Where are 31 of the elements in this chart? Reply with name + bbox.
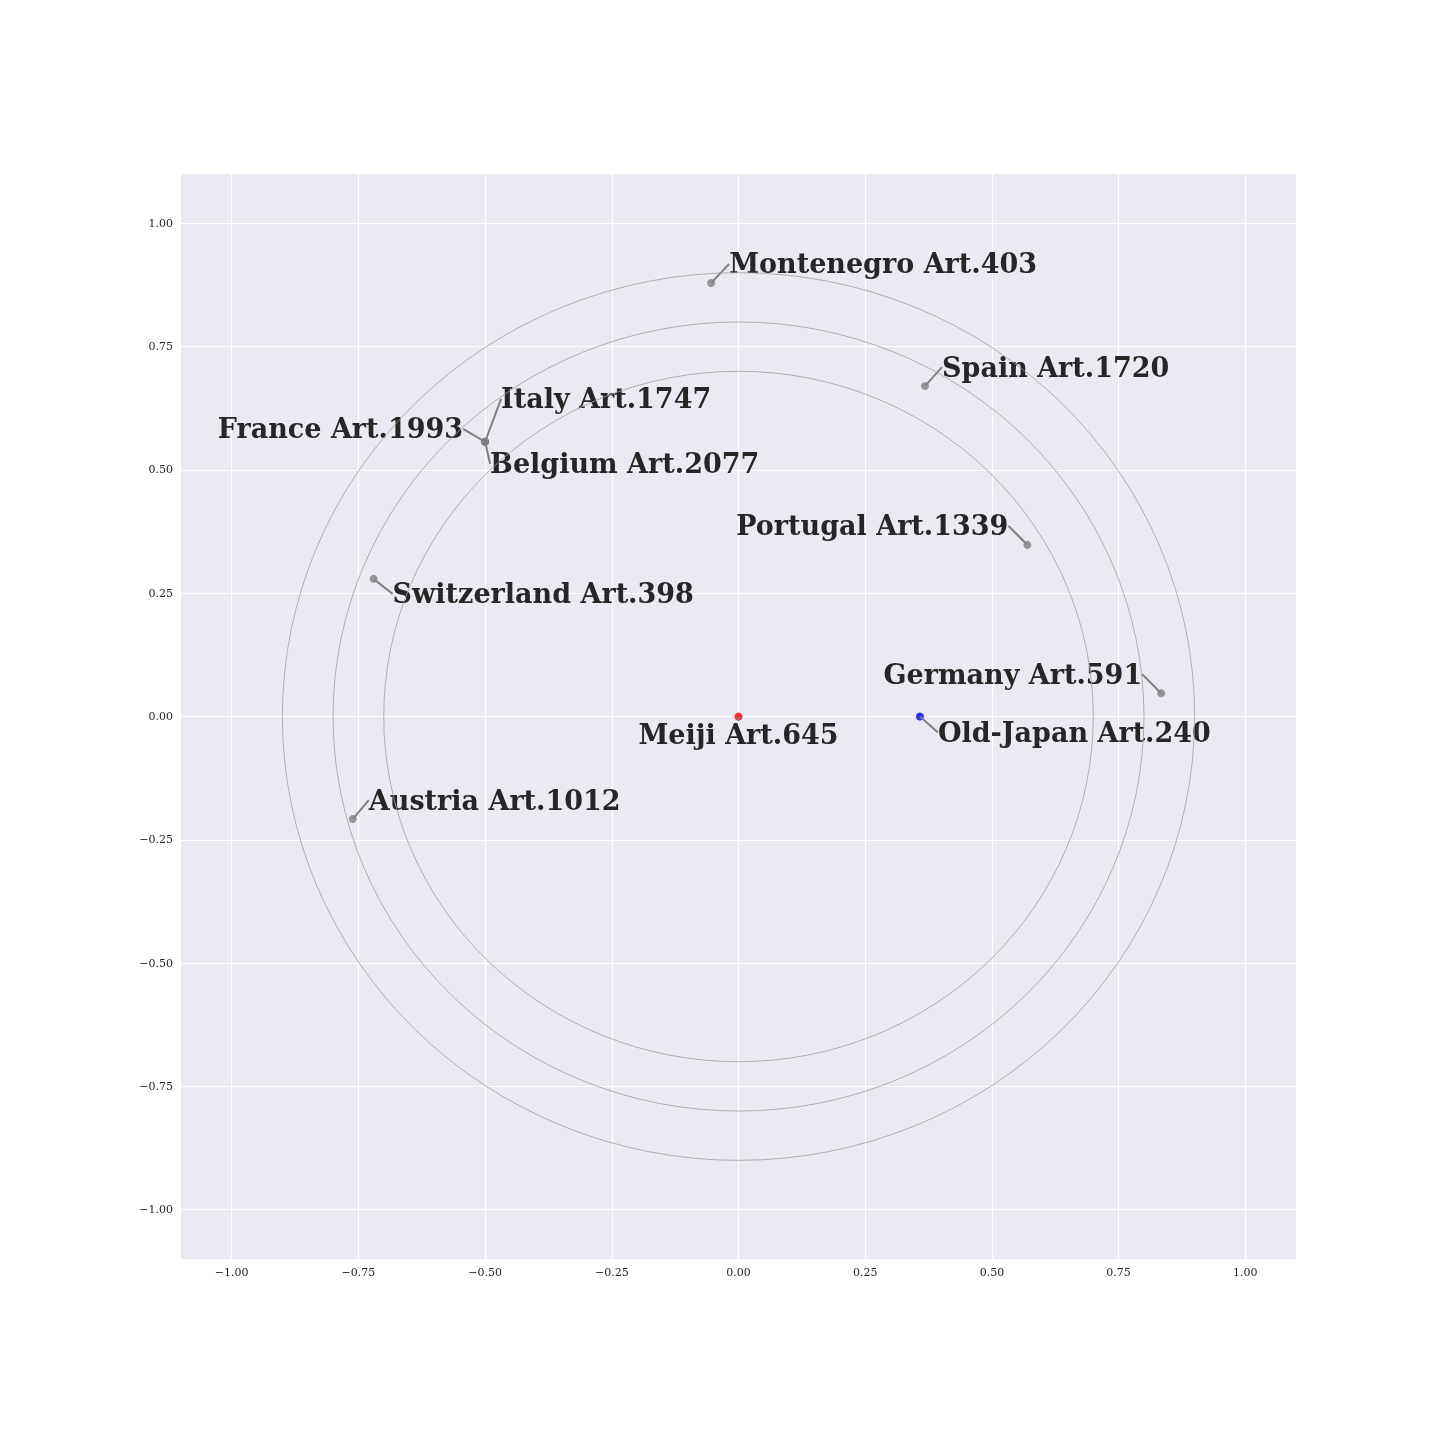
- x-tick-label: 0.50: [979, 1266, 1005, 1279]
- annotation: Italy Art.1747: [501, 383, 712, 415]
- x-tick-label: −0.25: [594, 1266, 629, 1279]
- annotation: Switzerland Art.398: [392, 578, 694, 610]
- y-tick-label: 0.75: [148, 340, 173, 354]
- x-tick-label: 0.00: [726, 1266, 751, 1279]
- point: [921, 382, 930, 391]
- y-tick-label: −0.75: [139, 1079, 173, 1093]
- x-tick-label: 0.75: [1106, 1266, 1131, 1279]
- x-tick-label: 1.00: [1233, 1266, 1258, 1279]
- y-tick-label: −0.50: [139, 956, 173, 970]
- annotation: Montenegro Art.403: [729, 248, 1038, 280]
- y-tick-label: 0.00: [148, 710, 173, 723]
- x-tick-label: −1.00: [214, 1266, 249, 1279]
- annotation: Old-Japan Art.240: [937, 717, 1211, 748]
- annotation: Spain Art.1720: [942, 351, 1170, 383]
- x-tick-label: −0.50: [468, 1266, 502, 1279]
- y-tick-label: 0.50: [148, 463, 173, 477]
- point: [707, 279, 716, 287]
- annotation: Meiji Art.645: [638, 719, 839, 750]
- x-tick-label: −0.75: [341, 1266, 376, 1279]
- y-tick-label: 1.00: [148, 216, 173, 230]
- annotation: Germany Art.591: [883, 658, 1143, 690]
- annotation: Portugal Art.1339: [736, 510, 1009, 542]
- y-tick-label: −1.00: [139, 1203, 173, 1217]
- y-tick-label: −0.25: [139, 833, 173, 847]
- annotation: Austria Art.1012: [367, 784, 621, 816]
- annotation: France Art.1993: [217, 413, 464, 445]
- annotation: Belgium Art.2077: [490, 448, 760, 480]
- y-tick-label: 0.25: [148, 586, 173, 600]
- x-tick-label: 0.25: [852, 1266, 878, 1279]
